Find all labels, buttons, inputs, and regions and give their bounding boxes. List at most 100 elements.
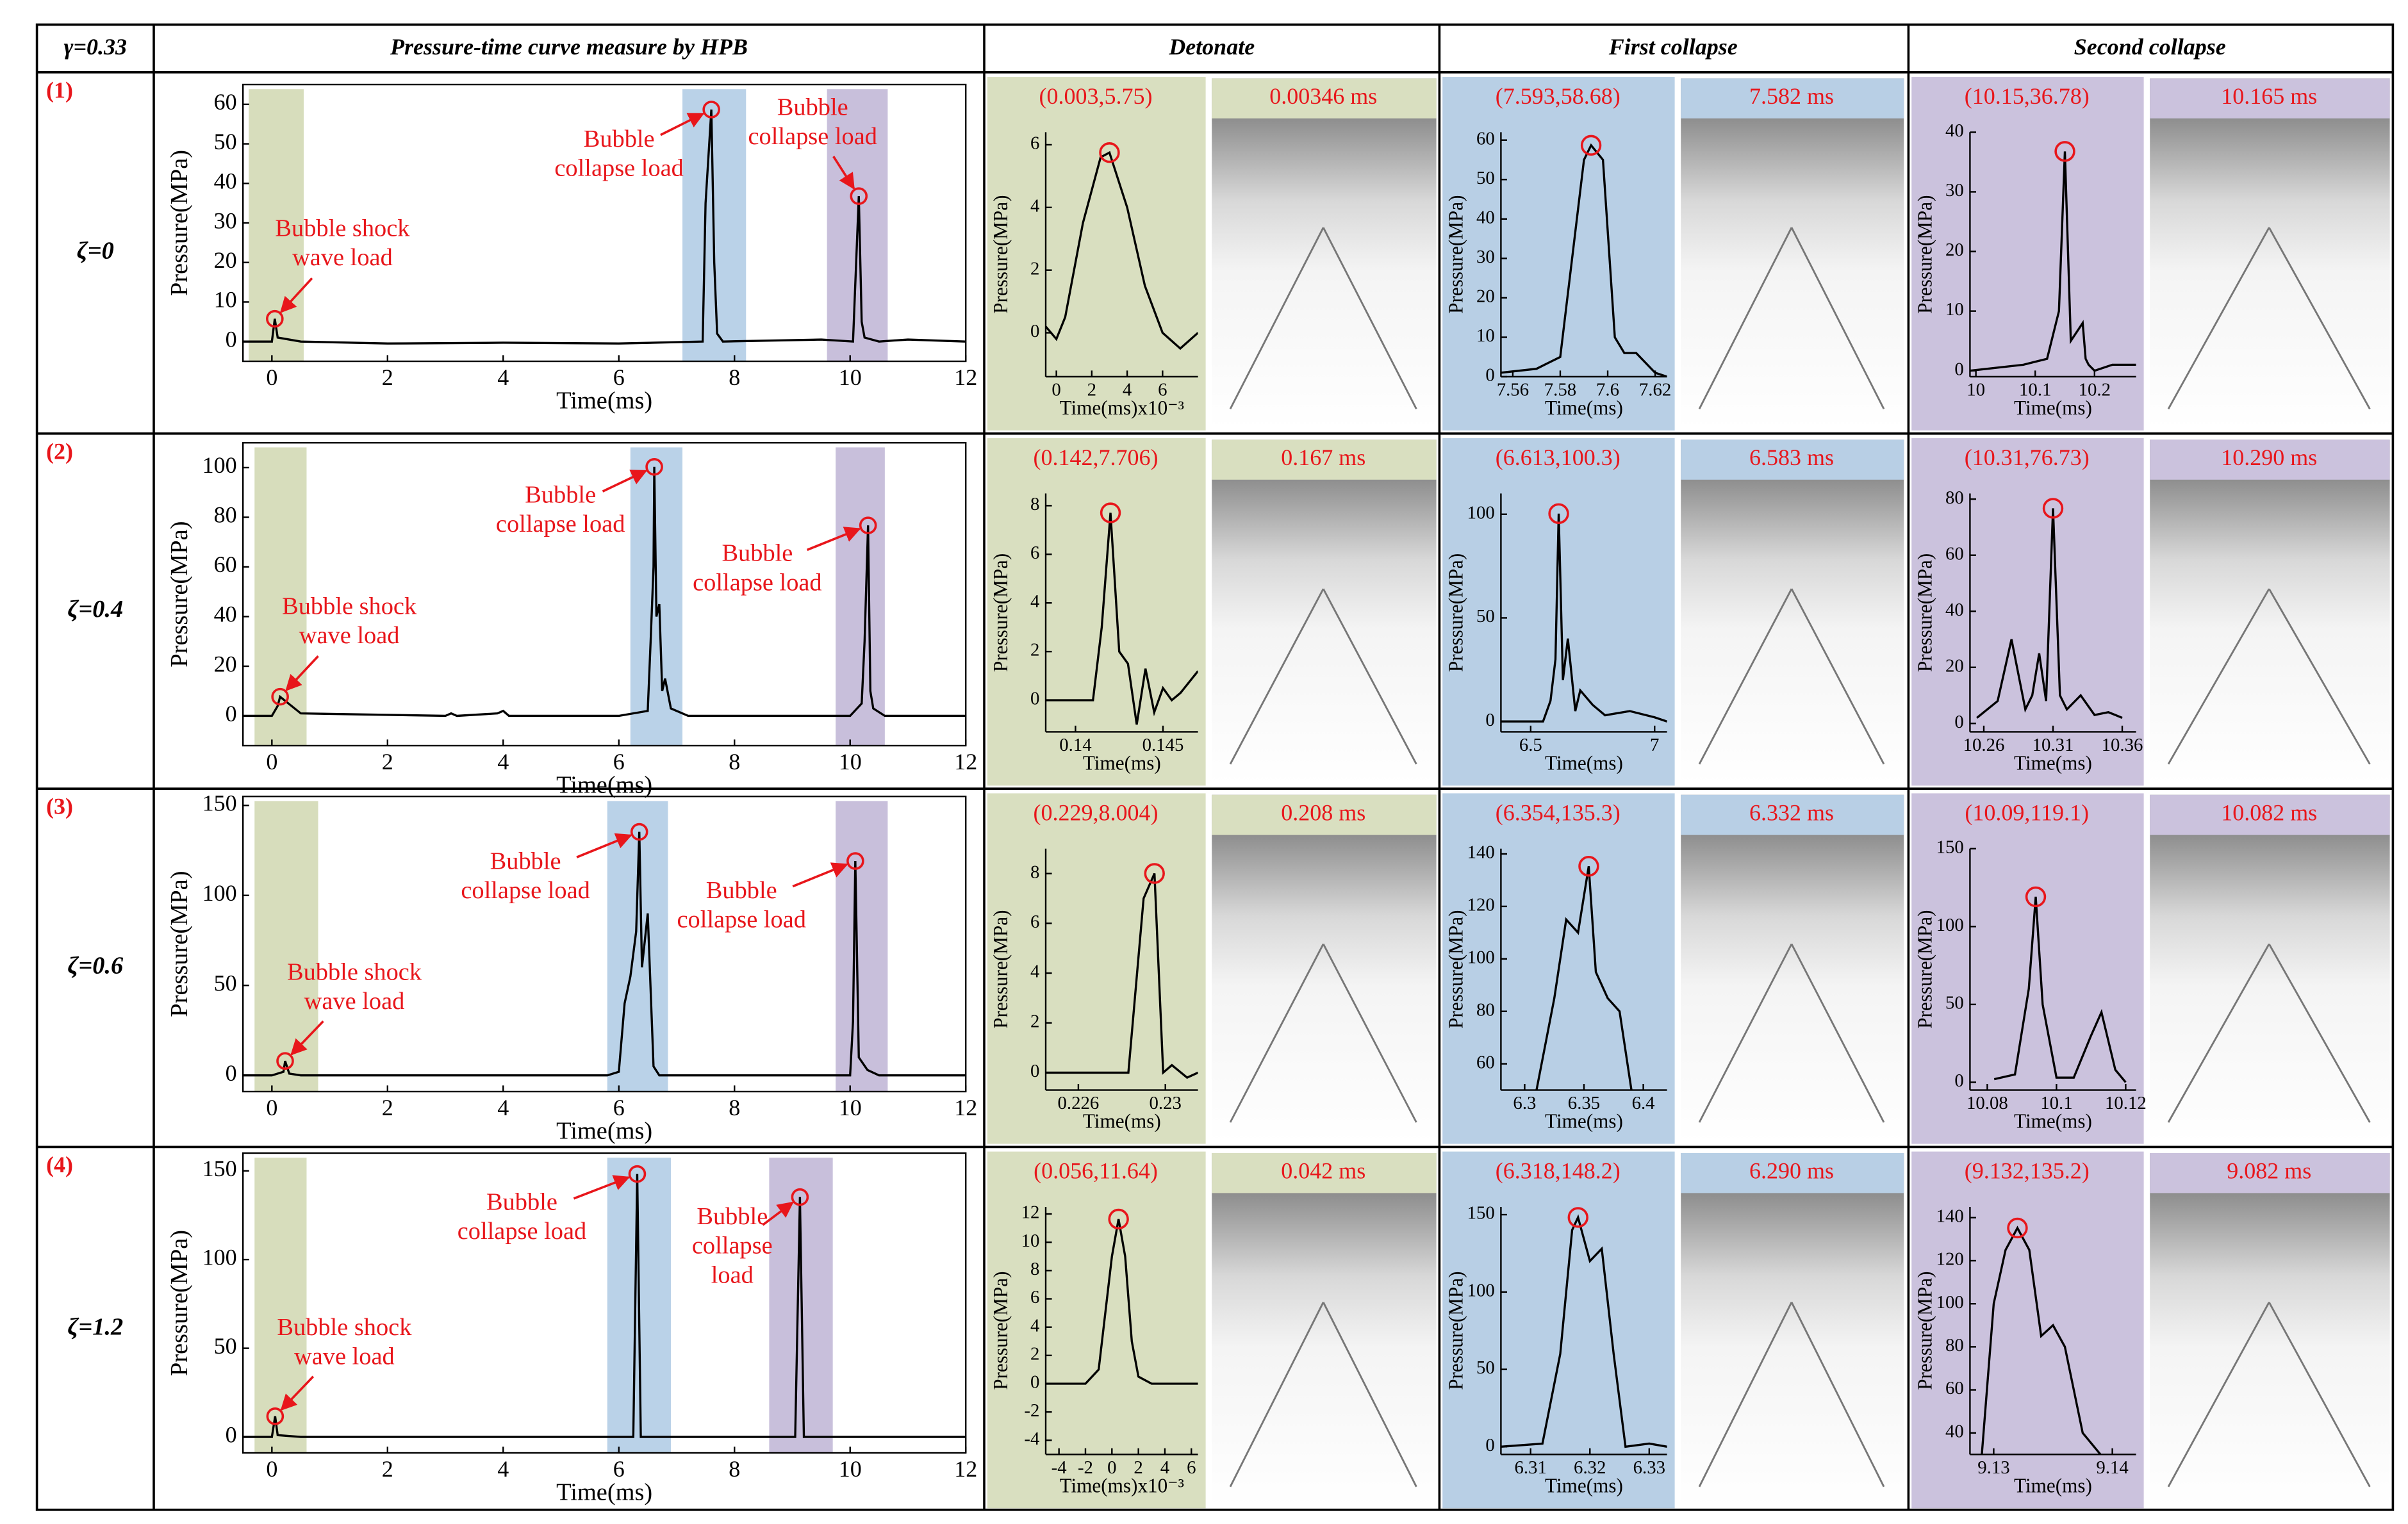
x-axis-label: Time(ms) [556, 772, 652, 799]
x-tick-label: 9.13 [1977, 1457, 2009, 1478]
y-tick-label: 100 [1467, 1280, 1495, 1300]
pressure-line [243, 109, 966, 345]
mini-chart: 7.56 7.58 7.6 7.62 0 10 20 30 40 50 60 Time(ms) Pres… [1444, 83, 1671, 419]
y-tick-label: 80 [1945, 488, 1964, 508]
annotation: Bubble shock [287, 958, 422, 985]
y-tick-label: 0 [1030, 321, 1039, 341]
photo-cone [2167, 227, 2371, 410]
x-tick-label: 0 [266, 749, 277, 774]
y-tick-label: 8 [1030, 862, 1039, 882]
y-tick-label: 80 [214, 502, 237, 528]
peak-circle [1567, 1207, 1588, 1228]
x-tick-label: 10 [839, 365, 862, 390]
shaded-band [607, 801, 668, 1092]
panel-bg [1442, 1151, 1675, 1509]
y-tick-label: 120 [1936, 1249, 1964, 1270]
annotation-arrow [832, 156, 855, 190]
x-tick-label: 10.36 [2102, 735, 2143, 755]
x-tick-label: 7.56 [1497, 380, 1529, 400]
y-tick-label: 50 [214, 129, 237, 154]
y-tick-label: 0 [1485, 1435, 1494, 1455]
annotation: load [711, 1261, 754, 1288]
row-zeta: ζ=1.2 [67, 1314, 123, 1341]
y-tick-label: 100 [202, 880, 237, 906]
x-tick-label: 0 [1107, 1457, 1116, 1478]
y-tick-label: 0 [1954, 359, 1963, 379]
annotation-arrow [576, 833, 632, 858]
column-header: Second collapse [2074, 34, 2226, 60]
mini-chart: 6.3 6.35 6.4 60 80 100 120 140 Time(ms) Pressure(… [1444, 799, 1667, 1133]
y-tick-label: 8 [1030, 494, 1039, 514]
x-tick-label: 6 [613, 1456, 625, 1482]
peak-circle [1099, 142, 1120, 163]
x-axis-label: Time(ms) [556, 1479, 652, 1506]
annotation: Bubble [697, 1203, 768, 1230]
y-tick-label: 100 [1936, 915, 1964, 935]
annotation: Bubble shock [277, 1314, 412, 1341]
x-tick-label: 6 [613, 1095, 625, 1120]
y-tick-label: 2 [1030, 640, 1039, 660]
annotation: collapse [692, 1233, 773, 1259]
y-axis-label: Pressure(MPa) [989, 910, 1012, 1029]
panel-bg [1911, 438, 2144, 786]
pressure-line [1993, 896, 2127, 1083]
mini-chart: 6.31 6.32 6.33 0 50 100 150 Time(ms) Pressure(MP… [1444, 1158, 1667, 1496]
mini-chart: 0.226 0.23 0 2 4 6 8 Time(ms) Pressure(MPa) (0.22… [989, 799, 1198, 1133]
y-tick-label: 6 [1030, 912, 1039, 932]
plot-frame [242, 442, 967, 747]
peak-label: (10.09,119.1) [1965, 799, 2089, 825]
pressure-chart: 0 2 4 6 8 10 12 0 10 20 30 40 50 60 Time(ms) Pressure(M… [166, 83, 977, 414]
y-tick-label: 50 [1945, 993, 1964, 1013]
panel-bg [1911, 793, 2144, 1144]
photo-cone [2167, 1302, 2371, 1487]
peak-circle [2025, 886, 2047, 908]
photo [1681, 1153, 1904, 1507]
photo [1212, 794, 1437, 1143]
y-tick-label: 40 [214, 168, 237, 194]
panel-bg [987, 77, 1206, 430]
y-tick-label: 10 [1945, 299, 1964, 320]
photo-time: 10.290 ms [2221, 445, 2317, 470]
table-border [35, 23, 2395, 1511]
peak-label: (0.142,7.706) [1034, 445, 1159, 470]
y-axis-label: Pressure(MPa) [1444, 910, 1467, 1029]
peak-circle [2007, 1217, 2028, 1239]
y-tick-label: 2 [1030, 1343, 1039, 1364]
y-tick-label: 80 [1476, 999, 1495, 1020]
x-tick-label: 10 [839, 1095, 862, 1120]
row-index: (1) [46, 77, 73, 102]
annotation: Bubble [777, 94, 848, 120]
photo-time: 9.082 ms [2227, 1158, 2311, 1183]
y-tick-label: 60 [1945, 543, 1964, 564]
y-tick-label: 50 [1476, 1357, 1495, 1378]
photo [1681, 439, 1904, 784]
mini-chart: 10 10.1 10.2010203040Time(ms)Pressure(MPa)… [1913, 83, 2136, 419]
y-axis-label: Pressure(MPa) [166, 871, 193, 1017]
y-axis-label: Pressure(MPa) [1913, 195, 1936, 314]
x-tick-label: 10.26 [1963, 735, 2005, 755]
annotation-arrow [792, 862, 848, 888]
y-axis-label: Pressure(MPa) [166, 521, 193, 668]
x-axis-label: Time(ms) [1545, 397, 1623, 419]
peak-circle [1108, 1208, 1129, 1230]
x-tick-label: 12 [954, 365, 977, 390]
peak-circle [1580, 135, 1602, 156]
y-axis-label: Pressure(MPa) [166, 150, 193, 296]
photo-cone [1698, 1302, 1885, 1487]
row-zeta: ζ=0.6 [67, 953, 124, 979]
y-tick-label: 140 [1467, 842, 1495, 863]
shaded-band [836, 447, 885, 746]
x-axis-label: Time(ms) [556, 1118, 652, 1145]
y-tick-label: 100 [1467, 947, 1495, 967]
y-tick-label: 0 [1030, 1372, 1039, 1393]
y-tick-label: 6 [1030, 543, 1039, 563]
y-tick-label: 0 [1954, 712, 1963, 732]
x-tick-label: 8 [729, 1095, 740, 1120]
x-tick-label: 8 [729, 749, 740, 774]
x-axis-label: Time(ms) [1083, 751, 1161, 774]
photo-time: 10.082 ms [2221, 799, 2317, 825]
y-tick-label: 20 [214, 651, 237, 676]
shaded-band [249, 89, 304, 361]
photo-label-bg [1681, 1153, 1904, 1193]
photo-cone [1229, 943, 1417, 1123]
